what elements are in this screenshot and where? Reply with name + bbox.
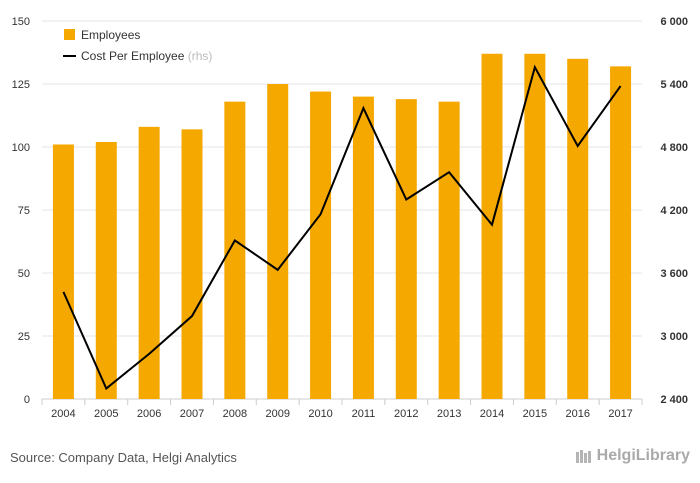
combo-chart: 0 25 50 75 100 125 150 2 400 3 000 3 600 4 200 4 80…: [12, 16, 688, 420]
y-left-tick-label: 125: [12, 79, 30, 91]
x-tick-label: 2013: [437, 408, 461, 420]
y-left-tick-label: 100: [12, 142, 30, 154]
legend-label-employees: Employees: [81, 28, 140, 42]
x-tick-label: 2015: [523, 408, 547, 420]
x-tick-label: 2009: [265, 408, 289, 420]
y-right-tick-label: 3 600: [660, 268, 688, 280]
y-right-tick-label: 3 000: [660, 331, 688, 343]
y-right-tick-label: 4 200: [660, 205, 688, 217]
bar: [610, 66, 632, 400]
brand-logo[interactable]: HelgiLibrary: [575, 447, 690, 465]
y-left-tick-label: 25: [18, 331, 30, 343]
bar: [524, 53, 546, 399]
x-tick-label: 2008: [223, 408, 247, 420]
library-icon: [575, 450, 591, 463]
y-right-tick-label: 2 400: [660, 394, 688, 406]
legend-label-text: Cost Per Employee: [81, 49, 188, 63]
brand-name: HelgiLibrary: [596, 447, 690, 464]
bar: [95, 141, 117, 399]
y-right-tick-label: 4 800: [660, 142, 688, 154]
bar: [310, 91, 332, 399]
x-tick-label: 2004: [51, 408, 75, 420]
bar: [481, 53, 503, 399]
legend-label-cost-per-employee: Cost Per Employee (rhs): [81, 49, 212, 63]
x-tick-label: 2011: [352, 408, 376, 420]
y-left-tick-label: 150: [12, 16, 30, 28]
x-tick-label: 2016: [565, 408, 589, 420]
y-right-tick-label: 6 000: [660, 16, 688, 28]
legend-label-suffix: (rhs): [188, 49, 213, 63]
bar: [438, 101, 460, 399]
bar: [267, 84, 289, 399]
x-tick-label: 2017: [608, 408, 632, 420]
bar: [567, 58, 589, 400]
x-tick-label: 2014: [480, 408, 504, 420]
source-note: Source: Company Data, Helgi Analytics: [10, 450, 237, 465]
legend-swatch-employees: [64, 29, 75, 40]
bar: [52, 144, 74, 399]
y-left-tick-label: 0: [24, 394, 30, 406]
x-tick-label: 2005: [94, 408, 118, 420]
x-tick-label: 2006: [137, 408, 161, 420]
x-tick-label: 2010: [308, 408, 332, 420]
y-left-tick-label: 50: [18, 268, 30, 280]
line-series-cost-per-employee: [62, 64, 622, 391]
bar: [395, 99, 417, 400]
bar: [181, 129, 203, 400]
bar: [352, 96, 374, 399]
bar: [138, 126, 160, 399]
x-tick-label: 2012: [394, 408, 418, 420]
y-left-tick-label: 75: [18, 205, 30, 217]
x-tick-label: 2007: [180, 408, 204, 420]
y-right-tick-label: 5 400: [660, 79, 688, 91]
bar: [224, 101, 246, 399]
